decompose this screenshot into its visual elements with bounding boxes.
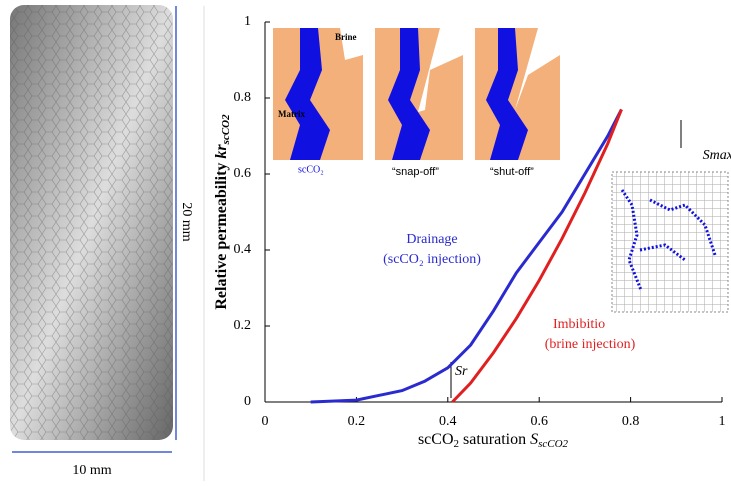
y-axis-label: Relative permeability krscCO2: [213, 114, 232, 310]
inset-label: “snap-off”: [392, 166, 439, 178]
y-tick-label: 0.2: [234, 318, 252, 333]
data-line: [451, 108, 623, 404]
x-label-text: saturation: [459, 431, 530, 448]
x-label-text: scCO: [418, 431, 454, 448]
width-label: 10 mm: [72, 463, 111, 478]
x-label-sub: scCO2: [538, 438, 568, 450]
y-tick-label: 1: [244, 14, 251, 29]
x-tick-label: 0.6: [530, 414, 548, 429]
annotation: (scCO₂ injection): [383, 252, 481, 267]
y-label-kr: kr: [213, 144, 230, 159]
x-tick-label: 0.4: [439, 414, 457, 429]
y-label-text: Relative permeability: [213, 159, 230, 310]
data-line: [310, 108, 623, 404]
inset-label: scCO₂: [298, 164, 324, 175]
y-tick-label: 0.8: [234, 90, 252, 105]
x-tick-label: 0.2: [348, 414, 366, 429]
y-tick-label: 0: [244, 394, 251, 409]
annotation: (brine injection): [545, 337, 636, 352]
x-label-sub: 2: [454, 438, 460, 450]
x-tick-label: 0: [262, 414, 269, 429]
annotation: Sr: [455, 364, 468, 379]
micromodel-pattern: [10, 5, 173, 440]
annotation: Drainage: [406, 232, 457, 247]
x-tick-label: 0.8: [622, 414, 640, 429]
inset-label: “shut-off”: [490, 166, 534, 178]
x-tick-label: 1: [719, 414, 726, 429]
inset-label: Brine: [335, 32, 357, 42]
annotation: Smax: [703, 148, 731, 163]
x-axis-label: scCO2 saturation SscCO2: [418, 431, 569, 450]
annotation: Imbibitio: [553, 317, 605, 332]
y-tick-label: 0.4: [234, 242, 252, 257]
inset-label: Matrix: [278, 109, 305, 119]
y-label-sub: scCO2: [220, 114, 232, 145]
y-tick-label: 0.6: [234, 166, 252, 181]
pore-insets: [273, 28, 729, 313]
x-label-s: S: [530, 431, 538, 448]
height-label: 20 mm: [179, 202, 194, 241]
